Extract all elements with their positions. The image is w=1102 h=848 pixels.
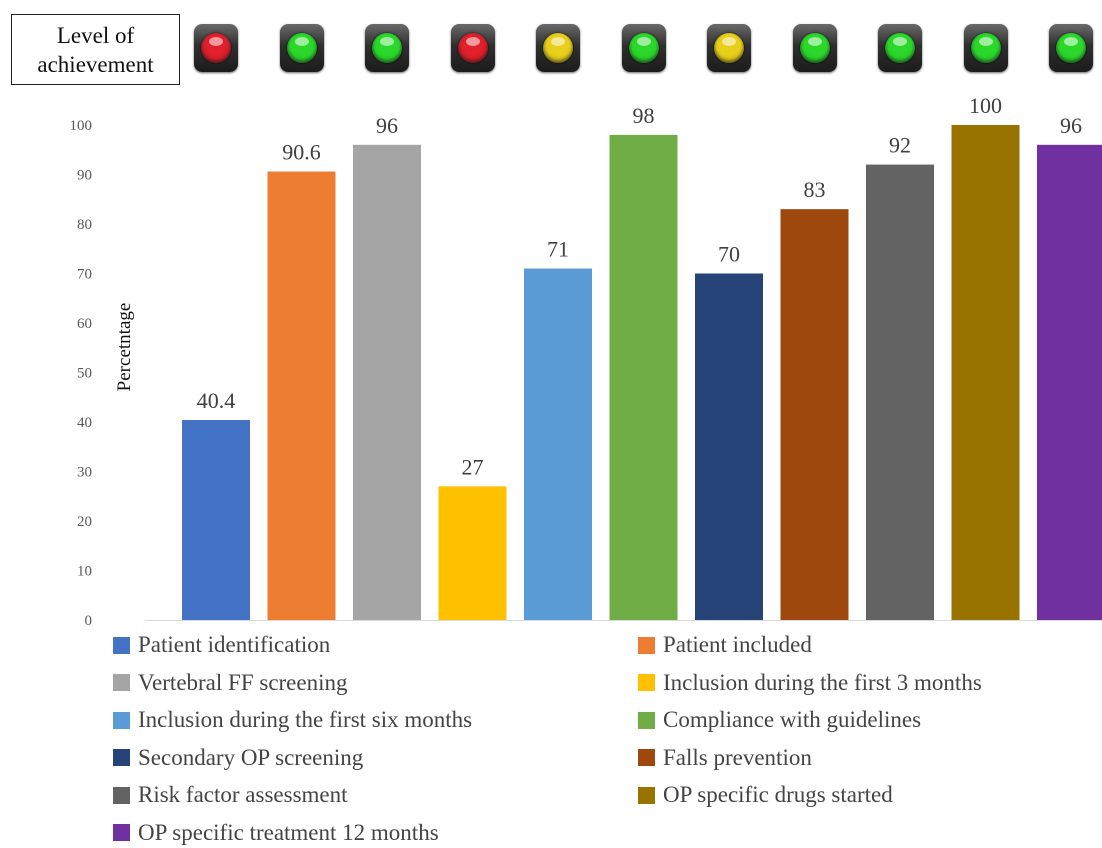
legend-swatch — [113, 786, 130, 804]
legend-item: OP specific drugs started — [638, 782, 893, 808]
legend-item: Inclusion during the first six months — [113, 707, 472, 733]
traffic-light-green-icon — [878, 24, 922, 72]
lamp-green-icon — [372, 33, 402, 63]
y-tick-label: 50 — [77, 366, 92, 382]
bar-10 — [951, 125, 1020, 620]
lamp-yellow-icon — [543, 33, 573, 63]
y-tick-label: 40 — [77, 415, 92, 431]
bar-1 — [182, 420, 250, 620]
data-label: 70 — [718, 242, 740, 267]
traffic-light-green-icon — [1049, 24, 1093, 72]
lamp-green-icon — [286, 33, 317, 63]
traffic-light-green-icon — [365, 24, 409, 72]
legend-item: Compliance with guidelines — [638, 707, 921, 733]
level-of-achievement-label: Level of achievement — [11, 14, 180, 85]
legend-swatch — [113, 674, 130, 691]
legend-item: Risk factor assessment — [113, 782, 348, 808]
y-tick-label: 60 — [77, 316, 92, 332]
legend-label: Secondary OP screening — [138, 744, 364, 770]
legend-label: Risk factor assessment — [138, 782, 348, 807]
traffic-light-yellow-icon — [536, 24, 580, 72]
chart-legend: Patient identification Patient included Ve… — [113, 632, 1093, 848]
lamp-green-icon — [885, 33, 915, 63]
bar-2 — [267, 171, 336, 620]
y-tick-label: 0 — [85, 613, 93, 629]
data-label: 98 — [633, 103, 655, 128]
y-tick-label: 90 — [77, 168, 92, 184]
lamp-green-icon — [1056, 33, 1086, 63]
level-label-line2: achievement — [37, 51, 154, 77]
legend-swatch — [638, 636, 655, 654]
data-label: 71 — [547, 237, 569, 262]
legend-label: OP specific drugs started — [663, 782, 893, 807]
legend-swatch — [113, 749, 130, 766]
legend-swatch — [113, 711, 130, 729]
y-tick-label: 70 — [77, 267, 92, 283]
traffic-light-green-icon — [621, 24, 666, 72]
data-label: 92 — [889, 133, 911, 158]
bar-4 — [438, 486, 507, 620]
legend-label: Falls prevention — [663, 744, 812, 770]
legend-label: Compliance with guidelines — [663, 707, 922, 732]
bar-8 — [780, 209, 849, 620]
traffic-light-green-icon — [279, 24, 324, 72]
bar-3 — [353, 144, 421, 621]
legend-label: Patient identification — [138, 632, 331, 657]
data-label: 83 — [804, 177, 826, 202]
y-tick-label: 100 — [70, 118, 93, 134]
level-label-line1: Level of — [56, 22, 135, 48]
traffic-light-red-icon — [450, 24, 495, 72]
traffic-light-yellow-icon — [707, 24, 751, 72]
y-axis-label: Percetntage — [114, 303, 135, 392]
legend-swatch — [638, 711, 655, 729]
lamp-green-icon — [799, 33, 830, 63]
data-label: 96 — [376, 113, 398, 138]
data-label: 100 — [969, 93, 1002, 118]
lamp-red-icon — [457, 33, 488, 63]
traffic-light-green-icon — [963, 24, 1008, 72]
legend-item: Inclusion during the first 3 months — [638, 670, 982, 696]
bar-9 — [866, 164, 934, 620]
legend-label: Patient included — [663, 632, 812, 657]
bar-6 — [609, 134, 678, 620]
legend-swatch — [638, 674, 655, 691]
data-label: 40.4 — [197, 388, 236, 413]
bar-11 — [1037, 144, 1102, 621]
bar-5 — [524, 268, 592, 620]
legend-label: Inclusion during the first 3 months — [663, 669, 982, 695]
legend-item: Patient included — [638, 632, 812, 658]
legend-swatch — [638, 786, 655, 804]
lamp-yellow-icon — [714, 33, 744, 63]
legend-swatch — [113, 824, 130, 841]
legend-label: Vertebral FF screening — [138, 669, 348, 695]
bar-7 — [695, 273, 763, 620]
legend-item: Vertebral FF screening — [113, 670, 348, 696]
lamp-green-icon — [628, 33, 659, 63]
y-tick-label: 10 — [77, 564, 92, 580]
achievement-indicator-lights — [0, 0, 1102, 100]
data-label: 90.6 — [282, 140, 321, 165]
traffic-light-green-icon — [792, 24, 837, 72]
legend-swatch — [638, 749, 655, 766]
data-label: 96 — [1060, 113, 1082, 138]
y-tick-label: 80 — [77, 217, 92, 233]
legend-item: Patient identification — [113, 632, 330, 658]
legend-label: Inclusion during the first six months — [138, 707, 473, 732]
data-label: 27 — [462, 454, 484, 479]
legend-item: Falls prevention — [638, 745, 812, 771]
y-tick-label: 20 — [77, 514, 92, 530]
lamp-green-icon — [970, 33, 1001, 63]
legend-item: Secondary OP screening — [113, 745, 363, 771]
lamp-red-icon — [201, 33, 231, 63]
traffic-light-red-icon — [194, 24, 238, 72]
legend-swatch — [113, 636, 130, 654]
legend-item: OP specific treatment 12 months — [113, 820, 439, 846]
legend-label: OP specific treatment 12 months — [138, 819, 439, 845]
y-tick-label: 30 — [77, 465, 92, 481]
